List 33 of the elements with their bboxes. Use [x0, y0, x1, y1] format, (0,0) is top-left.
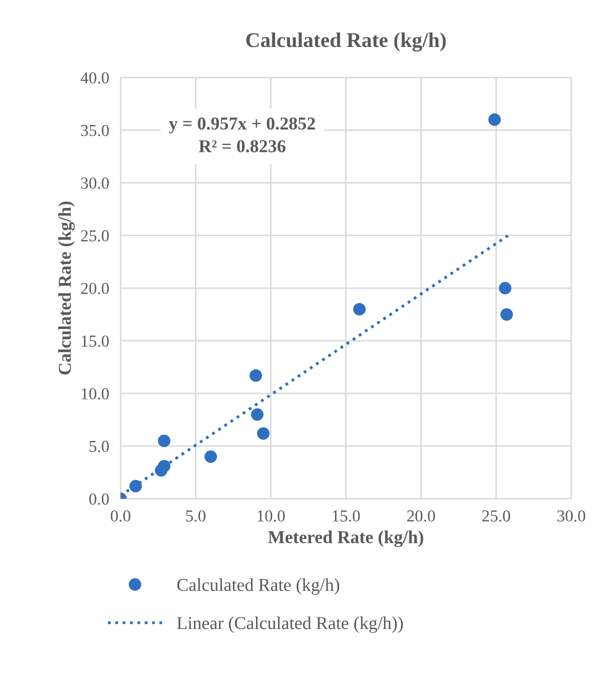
annotation: y = 0.957x + 0.2852 R² = 0.8236: [168, 117, 315, 152]
y-tick-label: 40.0: [80, 72, 109, 84]
y-tick-label: 10.0: [82, 388, 109, 400]
y-tick-label: 30.0: [81, 178, 109, 189]
legend-label: Calculated Rate (kg/h): [177, 578, 340, 595]
point: [251, 408, 264, 421]
legend-label: Linear (Calculated Rate (kg/h)): [177, 616, 403, 633]
point: [488, 113, 501, 126]
y-tick-label: 25.0: [81, 230, 109, 242]
x-tick-label: 10.0: [258, 510, 285, 522]
x-tick-label: 5.0: [186, 510, 206, 522]
x-axis-title: Metered Rate (kg/h): [268, 530, 424, 548]
y-tick-label: 5.0: [90, 440, 109, 452]
x-tick-label: 20.0: [407, 510, 435, 522]
y-tick-label: 20.0: [81, 282, 109, 294]
point: [158, 434, 170, 448]
point: [257, 427, 270, 440]
point: [204, 450, 217, 463]
x-tick-label: 0.0: [110, 510, 130, 522]
point: [250, 369, 262, 382]
y-axis-title: Calculated Rate (kg/h): [58, 202, 75, 375]
point: [353, 302, 366, 316]
y-tick-label: 0.0: [89, 493, 109, 505]
y-tick-label: 35.0: [81, 124, 109, 136]
x-tick-label: 15.0: [332, 510, 360, 522]
point: [158, 460, 170, 472]
chart-title: Calculated Rate (kg/h): [246, 32, 446, 52]
x-tick-label: 30.0: [557, 510, 586, 522]
point: [500, 308, 513, 321]
x-tick-label: 25.0: [482, 510, 510, 522]
point: [498, 282, 512, 294]
point: [129, 480, 142, 492]
y-tick-label: 15.0: [82, 335, 109, 347]
